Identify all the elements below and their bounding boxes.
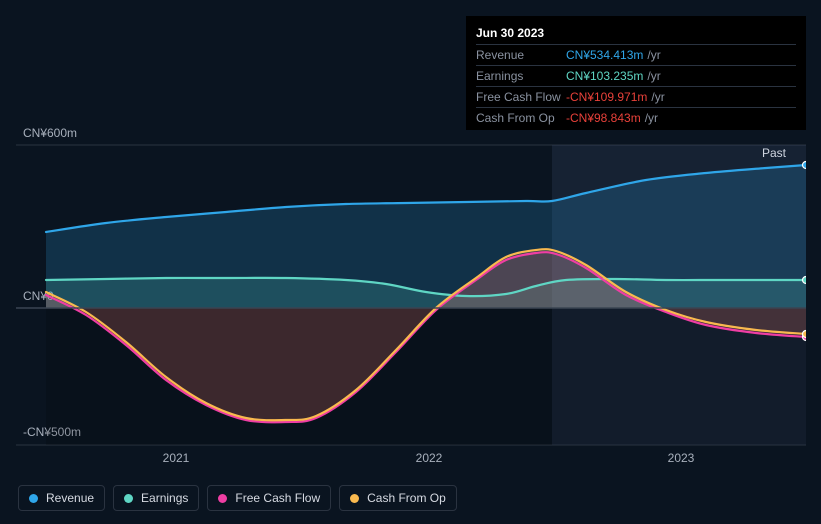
tooltip-label: Cash From Op bbox=[476, 111, 566, 125]
tooltip-value: -CN¥109.971m bbox=[566, 90, 647, 104]
legend-fcf[interactable]: Free Cash Flow bbox=[207, 485, 331, 511]
financials-chart[interactable]: Past bbox=[16, 120, 806, 465]
legend-earnings[interactable]: Earnings bbox=[113, 485, 199, 511]
tooltip-row-cfo: Cash From Op -CN¥98.843m /yr bbox=[476, 108, 796, 128]
legend: Revenue Earnings Free Cash Flow Cash Fro… bbox=[18, 485, 457, 511]
tooltip-value: -CN¥98.843m bbox=[566, 111, 641, 125]
xtick-label: 2021 bbox=[163, 451, 190, 465]
legend-label: Revenue bbox=[46, 491, 94, 505]
swatch-icon bbox=[350, 494, 359, 503]
tooltip-value: CN¥534.413m bbox=[566, 48, 643, 62]
hover-tooltip: Jun 30 2023 Revenue CN¥534.413m /yr Earn… bbox=[466, 16, 806, 130]
tooltip-row-earnings: Earnings CN¥103.235m /yr bbox=[476, 66, 796, 87]
tooltip-value: CN¥103.235m bbox=[566, 69, 643, 83]
legend-label: Free Cash Flow bbox=[235, 491, 320, 505]
legend-label: Earnings bbox=[141, 491, 188, 505]
tooltip-label: Revenue bbox=[476, 48, 566, 62]
legend-label: Cash From Op bbox=[367, 491, 446, 505]
swatch-icon bbox=[124, 494, 133, 503]
swatch-icon bbox=[218, 494, 227, 503]
tooltip-row-fcf: Free Cash Flow -CN¥109.971m /yr bbox=[476, 87, 796, 108]
swatch-icon bbox=[29, 494, 38, 503]
tooltip-label: Free Cash Flow bbox=[476, 90, 566, 104]
xtick-label: 2022 bbox=[416, 451, 443, 465]
tooltip-label: Earnings bbox=[476, 69, 566, 83]
tooltip-unit: /yr bbox=[647, 48, 660, 62]
legend-cfo[interactable]: Cash From Op bbox=[339, 485, 457, 511]
tooltip-unit: /yr bbox=[647, 69, 660, 83]
past-label: Past bbox=[762, 146, 787, 160]
legend-revenue[interactable]: Revenue bbox=[18, 485, 105, 511]
tooltip-date: Jun 30 2023 bbox=[476, 22, 796, 45]
tooltip-unit: /yr bbox=[645, 111, 658, 125]
tooltip-unit: /yr bbox=[651, 90, 664, 104]
tooltip-row-revenue: Revenue CN¥534.413m /yr bbox=[476, 45, 796, 66]
xtick-label: 2023 bbox=[668, 451, 695, 465]
